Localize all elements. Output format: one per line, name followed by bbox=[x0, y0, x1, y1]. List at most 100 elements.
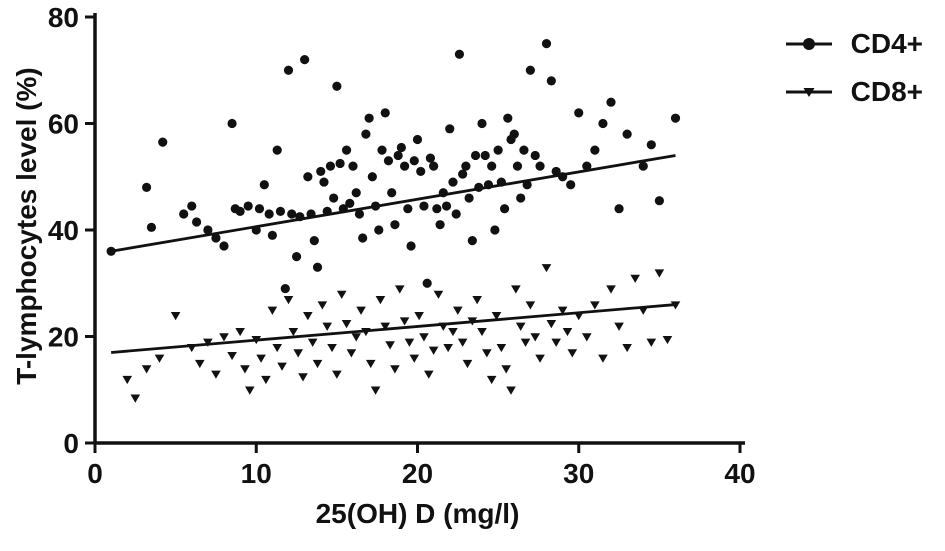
data-point-cd8 bbox=[370, 386, 381, 395]
data-point-cd4 bbox=[291, 252, 302, 262]
data-point-cd4 bbox=[464, 193, 474, 203]
trendline-cd4 bbox=[110, 154, 676, 253]
data-point-cd8 bbox=[530, 333, 541, 342]
data-point-cd4 bbox=[383, 156, 394, 166]
data-point-cd4 bbox=[390, 220, 400, 230]
data-point-cd4 bbox=[377, 145, 387, 155]
data-point-cd4 bbox=[264, 209, 274, 219]
data-point-cd4 bbox=[380, 108, 390, 118]
data-point-cd8 bbox=[506, 386, 516, 395]
data-point-cd8 bbox=[219, 333, 229, 342]
data-point-cd8 bbox=[419, 333, 429, 342]
data-point-cd4 bbox=[530, 150, 540, 161]
data-point-cd8 bbox=[267, 306, 278, 315]
data-point-cd8 bbox=[515, 322, 526, 331]
data-point-cd8 bbox=[546, 319, 557, 329]
data-point-cd4 bbox=[319, 177, 329, 187]
data-point-cd8 bbox=[394, 285, 405, 294]
data-point-cd8 bbox=[646, 338, 657, 347]
data-point-cd8 bbox=[195, 359, 205, 369]
data-point-cd4 bbox=[470, 150, 481, 161]
data-point-cd8 bbox=[327, 343, 337, 353]
data-point-cd4 bbox=[146, 222, 157, 232]
data-point-cd8 bbox=[453, 306, 463, 315]
data-point-cd8 bbox=[662, 335, 673, 345]
data-point-cd4 bbox=[441, 201, 452, 211]
data-point-cd8 bbox=[482, 349, 492, 358]
data-point-cd4 bbox=[219, 241, 229, 251]
data-point-cd4 bbox=[458, 169, 468, 179]
data-point-cd4 bbox=[316, 166, 326, 177]
data-point-cd4 bbox=[243, 201, 253, 211]
data-point-cd8 bbox=[240, 365, 250, 374]
data-point-cd4 bbox=[254, 204, 265, 214]
data-point-cd4 bbox=[445, 124, 455, 134]
data-point-cd8 bbox=[130, 394, 141, 403]
x-tick-label: 10 bbox=[241, 458, 272, 489]
data-point-cd8 bbox=[622, 343, 632, 353]
data-point-cd8 bbox=[346, 349, 357, 358]
data-point-cd4 bbox=[525, 65, 535, 75]
data-point-cd8 bbox=[501, 365, 511, 374]
data-point-cd8 bbox=[141, 365, 152, 374]
data-point-cd8 bbox=[288, 327, 299, 337]
data-point-cd8 bbox=[399, 317, 410, 326]
data-point-cd8 bbox=[336, 290, 347, 299]
legend-label-cd4: CD4+ bbox=[850, 28, 923, 59]
data-point-cd8 bbox=[365, 359, 376, 369]
data-point-cd8 bbox=[443, 343, 453, 353]
data-point-cd8 bbox=[590, 301, 600, 310]
data-point-cd4 bbox=[461, 161, 471, 171]
data-point-cd8 bbox=[122, 375, 133, 385]
data-point-cd8 bbox=[203, 338, 213, 347]
data-point-cd4 bbox=[477, 118, 487, 129]
data-point-cd4 bbox=[654, 196, 664, 206]
trendline-cd8 bbox=[111, 303, 676, 354]
data-point-cd4 bbox=[451, 209, 461, 219]
data-point-cd8 bbox=[557, 306, 568, 315]
data-point-cd4 bbox=[280, 283, 290, 294]
data-point-cd8 bbox=[322, 322, 332, 331]
data-point-cd8 bbox=[341, 319, 352, 329]
data-point-cd4 bbox=[574, 108, 584, 118]
data-point-cd4 bbox=[432, 204, 442, 214]
data-point-cd4 bbox=[429, 161, 439, 171]
data-point-cd8 bbox=[283, 296, 294, 305]
data-point-cd4 bbox=[329, 193, 339, 203]
data-point-cd4 bbox=[341, 145, 352, 155]
data-point-cd4 bbox=[203, 225, 213, 235]
data-point-cd8 bbox=[582, 333, 592, 342]
data-point-cd4 bbox=[435, 220, 445, 230]
data-point-cd8 bbox=[535, 354, 545, 363]
data-point-cd4 bbox=[622, 129, 632, 139]
data-point-cd4 bbox=[361, 129, 371, 139]
data-point-cd4 bbox=[191, 217, 202, 227]
y-tick-label: 80 bbox=[48, 2, 79, 33]
data-point-cd4 bbox=[364, 113, 374, 123]
data-point-cd4 bbox=[283, 65, 294, 75]
data-point-cd8 bbox=[211, 370, 221, 379]
data-point-cd8 bbox=[562, 327, 573, 337]
data-point-cd4 bbox=[348, 161, 358, 171]
data-point-cd4 bbox=[467, 236, 477, 246]
data-point-cd8 bbox=[486, 375, 497, 385]
data-point-cd4 bbox=[309, 236, 319, 246]
data-point-cd8 bbox=[598, 354, 608, 363]
data-point-cd4 bbox=[387, 188, 397, 198]
data-point-cd4 bbox=[227, 118, 237, 129]
data-point-cd4 bbox=[211, 233, 221, 243]
data-point-cd8 bbox=[312, 359, 323, 369]
legend-item-cd4: CD4+ bbox=[783, 30, 923, 58]
data-point-cd4 bbox=[422, 278, 432, 288]
cd4-circle-marker-icon bbox=[785, 38, 832, 50]
data-point-cd4 bbox=[367, 172, 377, 182]
data-point-cd4 bbox=[158, 137, 168, 147]
data-point-cd8 bbox=[457, 338, 468, 347]
data-point-cd4 bbox=[187, 201, 197, 211]
data-point-cd4 bbox=[487, 161, 497, 171]
data-point-cd4 bbox=[606, 97, 616, 107]
data-point-cd8 bbox=[261, 375, 271, 385]
legend-label-cd8: CD8+ bbox=[850, 76, 923, 107]
data-point-cd4 bbox=[448, 177, 458, 187]
